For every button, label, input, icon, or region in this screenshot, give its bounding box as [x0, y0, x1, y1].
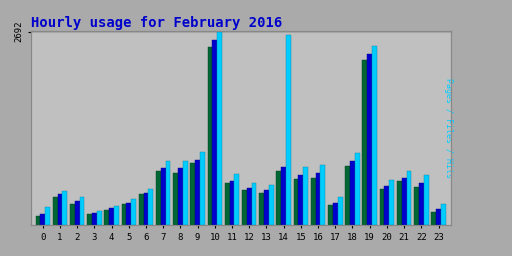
Bar [148, 189, 153, 225]
Bar [87, 215, 92, 225]
Bar [104, 210, 109, 225]
Bar [242, 190, 247, 225]
Bar [195, 160, 200, 225]
Bar [190, 163, 195, 225]
Bar [286, 35, 291, 225]
Bar [264, 190, 269, 225]
Bar [380, 189, 385, 225]
Bar [161, 168, 165, 225]
Bar [372, 46, 377, 225]
Bar [183, 161, 187, 225]
Bar [131, 199, 136, 225]
Bar [92, 214, 97, 225]
Bar [316, 173, 321, 225]
Bar [436, 209, 441, 225]
Bar [173, 173, 178, 225]
Bar [259, 193, 264, 225]
Bar [53, 197, 57, 225]
Bar [424, 175, 429, 225]
Bar [355, 153, 360, 225]
Bar [362, 60, 367, 225]
Bar [294, 178, 298, 225]
Bar [419, 183, 424, 225]
Bar [139, 194, 143, 225]
Bar [407, 171, 411, 225]
Bar [143, 193, 148, 225]
Bar [298, 175, 303, 225]
Bar [281, 167, 286, 225]
Bar [269, 185, 274, 225]
Bar [328, 205, 333, 225]
Bar [79, 197, 84, 225]
Bar [217, 32, 222, 225]
Bar [75, 201, 79, 225]
Bar [62, 191, 67, 225]
Bar [121, 205, 126, 225]
Bar [126, 203, 131, 225]
Bar [321, 165, 325, 225]
Bar [247, 188, 252, 225]
Bar [303, 167, 308, 225]
Bar [311, 178, 316, 225]
Text: Hourly usage for February 2016: Hourly usage for February 2016 [31, 16, 282, 29]
Bar [441, 205, 446, 225]
Bar [97, 211, 101, 225]
Bar [229, 181, 234, 225]
Bar [338, 197, 343, 225]
Bar [200, 152, 205, 225]
Bar [165, 161, 170, 225]
Bar [431, 212, 436, 225]
Bar [345, 166, 350, 225]
Bar [35, 216, 40, 225]
Y-axis label: Pages / Files / Hits: Pages / Files / Hits [444, 78, 453, 178]
Bar [350, 161, 355, 225]
Bar [234, 174, 239, 225]
Bar [367, 54, 372, 225]
Bar [114, 206, 119, 225]
Bar [70, 204, 75, 225]
Bar [57, 194, 62, 225]
Bar [402, 178, 407, 225]
Bar [109, 208, 114, 225]
Bar [225, 183, 229, 225]
Bar [178, 168, 183, 225]
Bar [385, 186, 389, 225]
Bar [156, 171, 161, 225]
Bar [212, 40, 217, 225]
Bar [40, 214, 45, 225]
Bar [45, 207, 50, 225]
Bar [397, 181, 402, 225]
Bar [389, 180, 394, 225]
Bar [333, 203, 338, 225]
Bar [414, 187, 419, 225]
Bar [207, 47, 212, 225]
Bar [276, 171, 281, 225]
Bar [252, 183, 257, 225]
